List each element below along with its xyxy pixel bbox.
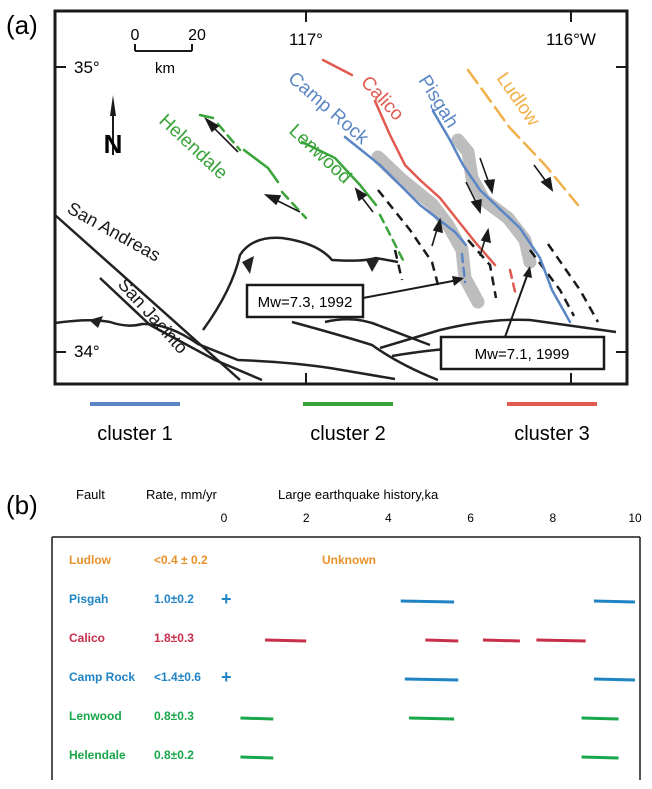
quake-1992-label: Mw=7.3, 1992 <box>258 294 353 311</box>
fault-rate: <1.4±0.6 <box>154 670 201 684</box>
table-row: Pisgah 1.0±0.2 + <box>69 589 636 609</box>
lower-fault-1 <box>291 320 439 382</box>
map-frame <box>53 9 629 386</box>
colored-faults <box>198 58 580 324</box>
north-label: N <box>104 129 123 159</box>
lon-117-label: 117° <box>289 30 323 49</box>
quake-1999-box <box>439 335 606 371</box>
fault-rows: Ludlow <0.4 ± 0.2 Unknown Pisgah 1.0±0.2 + Cal… <box>69 553 636 762</box>
arrow-1992 <box>362 279 459 299</box>
axis-tick-6: 6 <box>467 511 474 525</box>
table-row: Helendale 0.8±0.2 <box>69 748 619 762</box>
history-axis: 0 2 4 6 8 10 <box>221 511 642 525</box>
fault-rate: 1.0±0.2 <box>154 592 194 606</box>
earthquake-event-bar <box>425 638 459 643</box>
fault-name: Camp Rock <box>69 670 135 684</box>
earthquake-event-bar <box>408 716 455 721</box>
panel-a-label: (a) <box>6 10 38 40</box>
slip-arrows-icon <box>204 116 554 257</box>
scale-tick-0: 0 <box>131 27 140 44</box>
arrow-1999 <box>504 272 529 338</box>
plus-icon: + <box>221 589 232 609</box>
fault-name: Calico <box>69 631 105 645</box>
scale-tick-20: 20 <box>188 27 206 44</box>
earthquake-event-bar <box>265 638 307 643</box>
pisgah-label: Pisgah <box>414 72 463 132</box>
cluster-legend: cluster 1 cluster 2 cluster 3 <box>90 402 597 445</box>
fault-name: Pisgah <box>69 592 108 606</box>
scale-bar: 0 20 km <box>131 27 206 77</box>
table-row: Calico 1.8±0.3 <box>69 631 586 645</box>
san-andreas-line <box>54 214 241 381</box>
lat-35-label: 35° <box>74 58 100 77</box>
sj-thrust-line <box>54 319 396 381</box>
ludlow-label: Ludlow <box>492 69 544 131</box>
lower-fault-3 <box>379 318 617 350</box>
lat-34-label: 34° <box>74 342 100 361</box>
san-jacinto-label: San Jacinto <box>114 274 192 357</box>
fault-name: Lenwood <box>69 709 122 723</box>
earthquake-event-bar <box>536 638 586 643</box>
axis-tick-10: 10 <box>628 511 642 525</box>
header-rate: Rate, mm/yr <box>146 487 217 502</box>
fault-rate: 0.8±0.3 <box>154 709 194 723</box>
axis-tick-4: 4 <box>385 511 392 525</box>
north-arrow-icon: N <box>104 95 123 159</box>
quake-1999-label: Mw=7.1, 1999 <box>475 346 570 363</box>
arrow-1992-head <box>452 276 464 286</box>
cluster-1-label: cluster 1 <box>97 423 173 445</box>
axis-tick-8: 8 <box>549 511 556 525</box>
fault-name: Helendale <box>69 748 126 762</box>
cluster-3-label: cluster 3 <box>514 423 590 445</box>
black-dashed-faults <box>377 189 600 323</box>
earthquake-event-bar <box>482 638 520 643</box>
table-row: Lenwood 0.8±0.3 <box>69 709 619 723</box>
black-faults <box>54 214 617 382</box>
fault-rate: <0.4 ± 0.2 <box>154 553 208 567</box>
earthquake-event-bar <box>400 599 455 604</box>
table-frame <box>51 536 641 780</box>
history-note: Unknown <box>322 553 376 567</box>
fault-rate: 0.8±0.2 <box>154 748 194 762</box>
earthquake-event-bar <box>240 716 274 721</box>
fault-name: Ludlow <box>69 553 112 567</box>
header-history: Large earthquake history,ka <box>278 487 439 502</box>
scale-unit: km <box>155 60 175 77</box>
panel-b-label: (b) <box>6 490 38 520</box>
axis-tick-2: 2 <box>303 511 310 525</box>
cluster-2-label: cluster 2 <box>310 423 386 445</box>
coordinate-ticks <box>55 11 627 384</box>
san-jacinto-line <box>99 277 263 382</box>
earthquake-event-bar <box>404 677 459 682</box>
transverse-range-line <box>201 236 399 331</box>
rupture-zones <box>371 133 537 309</box>
axis-tick-0: 0 <box>221 511 228 525</box>
earthquake-event-bar <box>581 716 619 721</box>
thrust-teeth <box>89 256 380 328</box>
table-row: Ludlow <0.4 ± 0.2 Unknown <box>69 553 376 567</box>
helendale-label: Helendale <box>155 110 232 184</box>
earthquake-event-bar <box>581 755 619 760</box>
quake-1992-box <box>245 283 365 319</box>
earthquake-event-bar <box>593 599 636 604</box>
lower-fault-2 <box>324 318 431 347</box>
earthquake-event-bar <box>240 755 274 760</box>
earthquake-event-bar <box>593 677 636 682</box>
fault-rate: 1.8±0.3 <box>154 631 194 645</box>
table-row: Camp Rock <1.4±0.6 + <box>69 667 636 687</box>
arrow-1999-head <box>523 266 532 278</box>
lon-116-label: 116°W <box>546 30 596 49</box>
plus-icon: + <box>221 667 232 687</box>
san-andreas-label: San Andreas <box>64 198 164 265</box>
header-fault: Fault <box>76 487 105 502</box>
